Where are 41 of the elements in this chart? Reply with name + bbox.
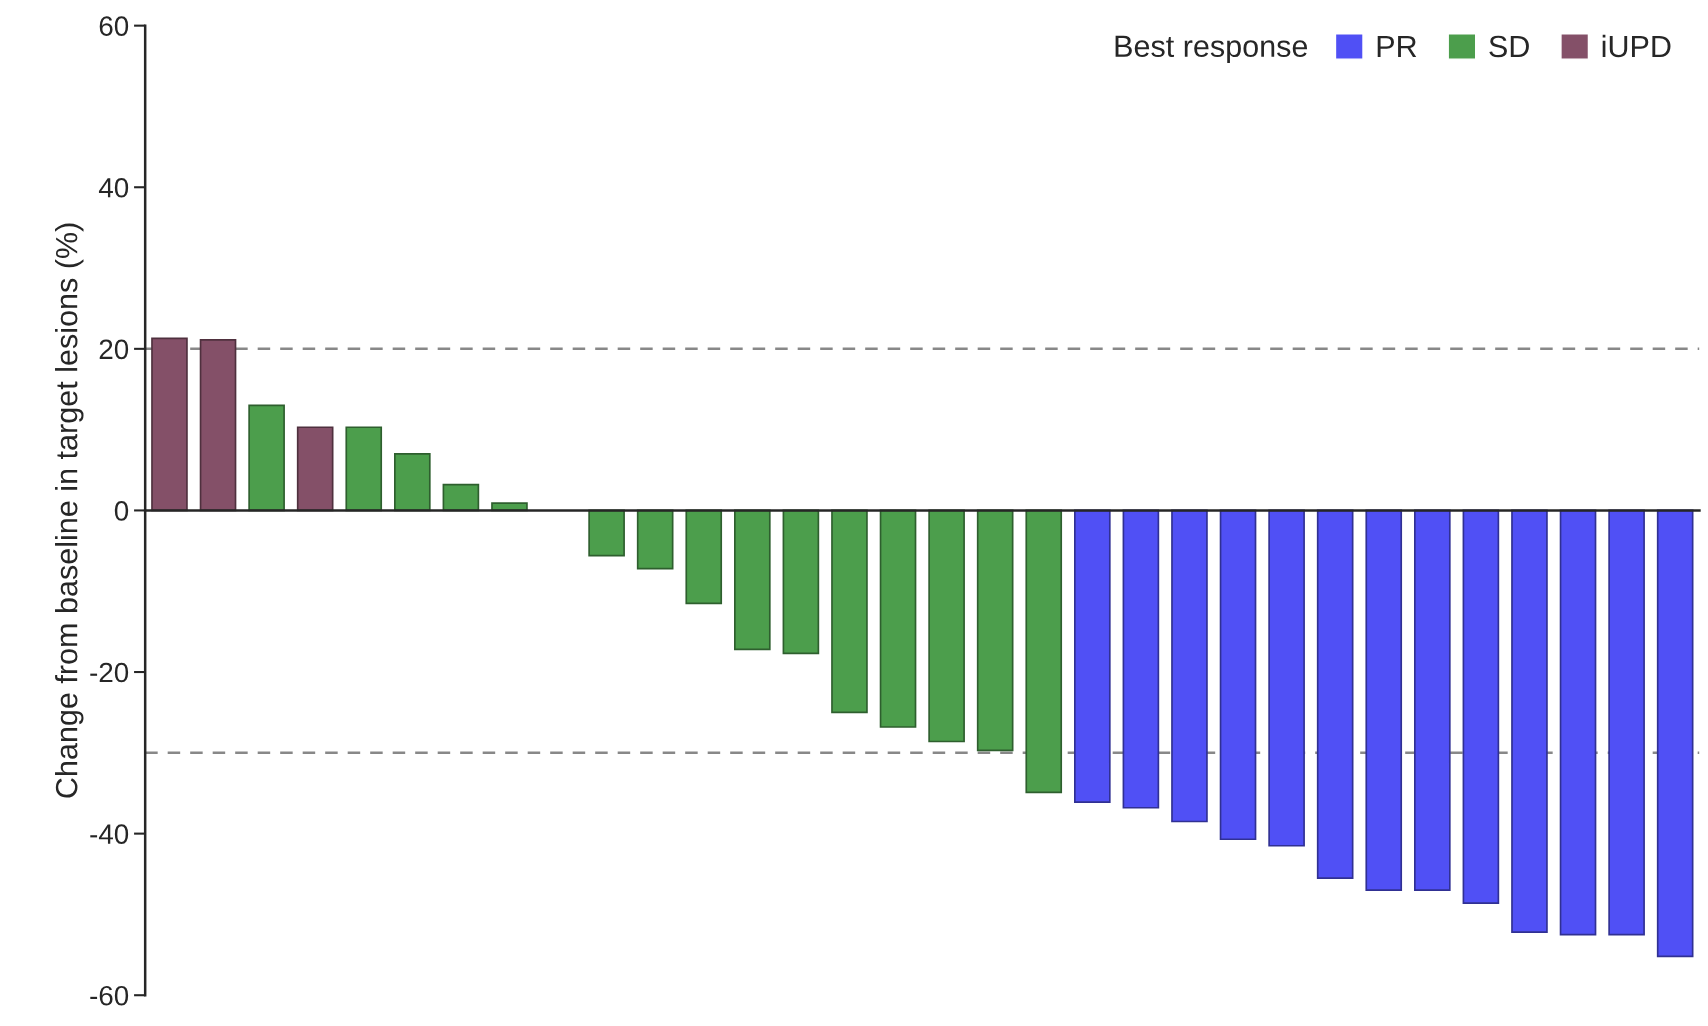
bar	[1122, 509, 1160, 809]
bar	[1219, 509, 1257, 841]
bar	[1365, 509, 1403, 892]
bar	[1171, 509, 1208, 823]
bar	[1559, 509, 1597, 936]
y-tick-label: -60	[90, 985, 129, 1006]
bar	[151, 337, 188, 512]
y-tick-label: 60	[99, 16, 129, 36]
bar	[1511, 509, 1548, 934]
legend-label: SD	[1489, 35, 1529, 58]
bar	[733, 509, 771, 651]
y-tick-label: 40	[98, 177, 129, 198]
bar	[296, 426, 334, 512]
bar	[199, 339, 237, 512]
legend-label: iUPD	[1602, 34, 1671, 58]
bar	[685, 509, 723, 605]
bar	[1316, 509, 1354, 879]
bar	[976, 509, 1014, 752]
bar	[831, 509, 868, 714]
bar	[636, 509, 674, 570]
y-tick-label: 20	[99, 339, 129, 360]
bar	[1025, 509, 1063, 794]
bar	[928, 509, 965, 743]
legend-label: PR	[1377, 35, 1417, 57]
bar	[782, 509, 820, 655]
bar	[879, 509, 917, 728]
bar	[394, 453, 431, 512]
y-axis-title: Change from baseline in target lesions (%)	[55, 223, 84, 798]
y-tick-label: -20	[90, 662, 129, 683]
bar	[588, 509, 625, 557]
bar	[1462, 509, 1500, 904]
legend-title: Best response	[1115, 35, 1308, 64]
bar	[1073, 509, 1111, 803]
bar	[1268, 509, 1305, 847]
bar	[1608, 509, 1645, 936]
bar	[248, 404, 285, 512]
bar	[1656, 509, 1694, 958]
y-tick-label: 0	[114, 501, 129, 521]
y-tick-label: -40	[90, 824, 129, 844]
bar	[1413, 509, 1451, 892]
bar	[345, 426, 383, 512]
